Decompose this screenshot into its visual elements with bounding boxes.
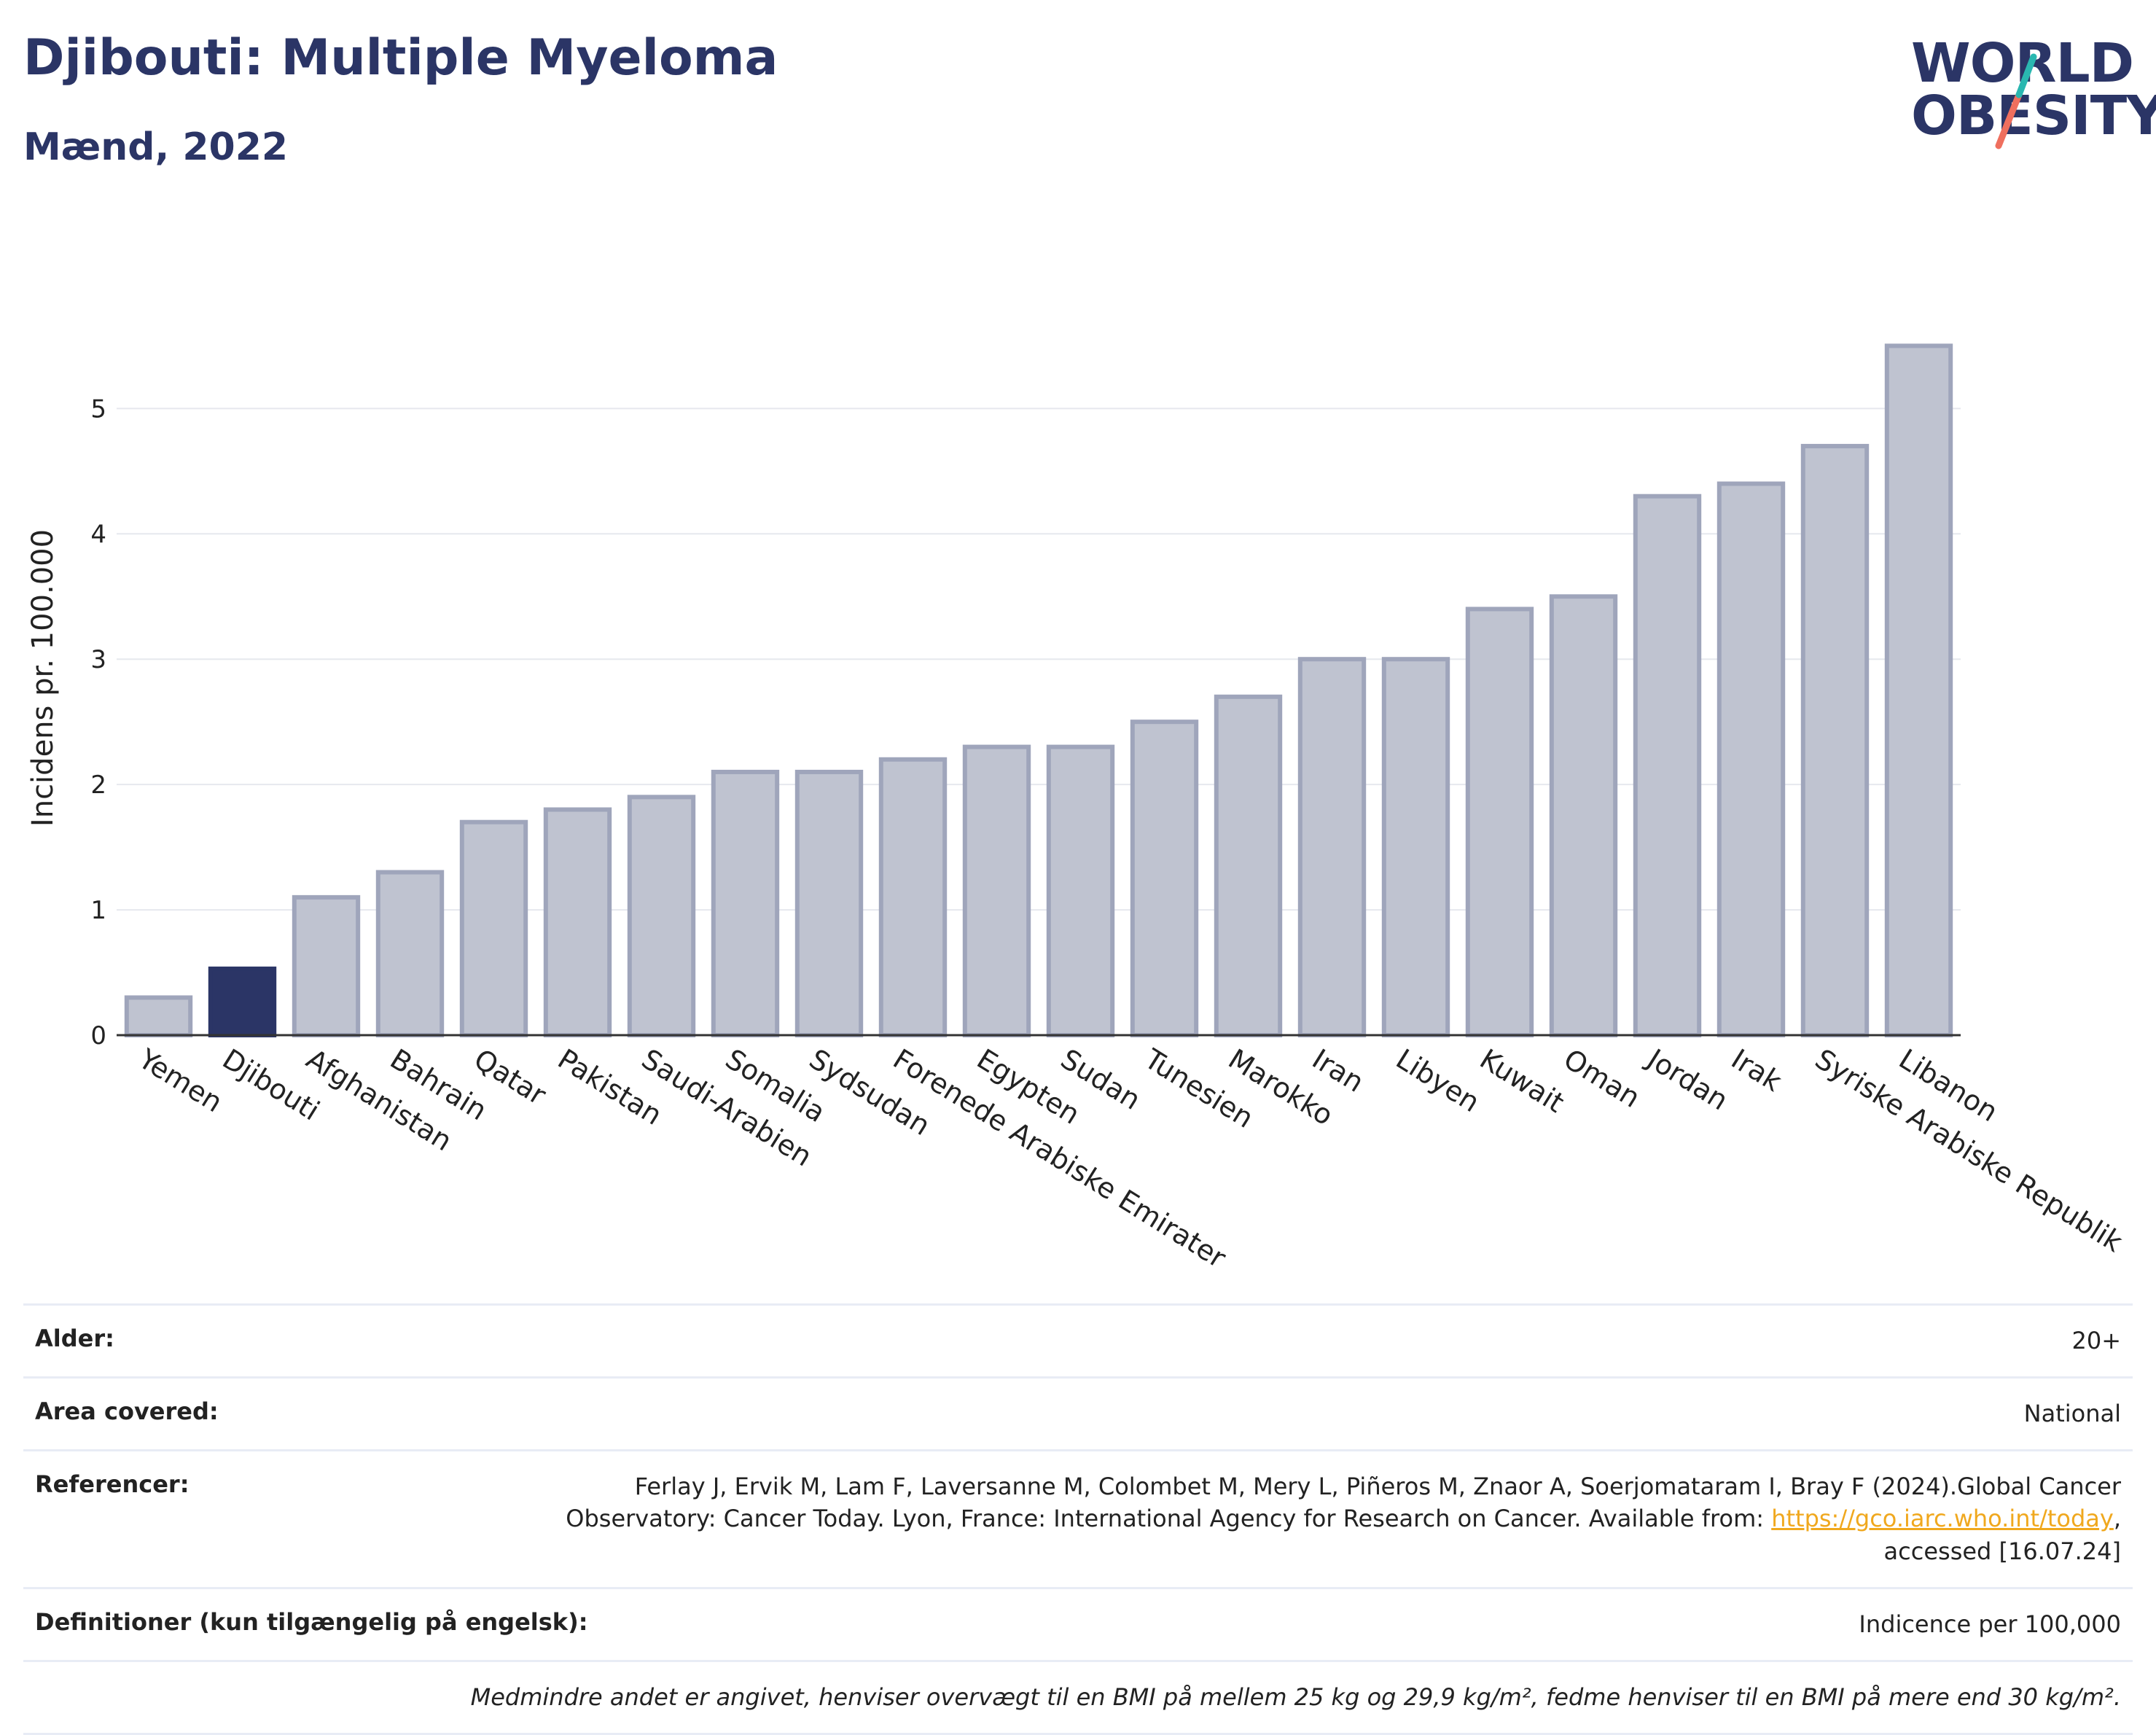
x-tick-label: Yemen bbox=[133, 1042, 228, 1119]
meta-row-area: Area covered: National bbox=[23, 1376, 2133, 1449]
bar-kuwait bbox=[1465, 607, 1534, 1037]
x-tick-label: Jordan bbox=[1641, 1042, 1734, 1116]
logo-slash-icon bbox=[1995, 53, 2037, 149]
bar-somalia bbox=[711, 769, 780, 1038]
page-title: Djibouti: Multiple Myeloma bbox=[23, 29, 778, 87]
bar-jordan bbox=[1633, 494, 1702, 1037]
y-axis-ticks: 0 1 2 3 4 5 bbox=[90, 394, 106, 1050]
world-obesity-logo: WORLD OBESITY bbox=[1895, 22, 2156, 153]
y-tick-label: 4 bbox=[90, 520, 106, 549]
bar-marokko bbox=[1214, 694, 1283, 1038]
y-tick-label: 1 bbox=[90, 896, 106, 925]
metadata-table: Alder: 20+ Area covered: National Refere… bbox=[23, 1303, 2133, 1735]
references-value: Ferlay J, Ervik M, Lam F, Laversanne M, … bbox=[566, 1470, 2121, 1568]
reference-line-1: Ferlay J, Ervik M, Lam F, Laversanne M, … bbox=[634, 1472, 2121, 1500]
chart-bars bbox=[124, 343, 1953, 1038]
x-tick-label: Oman bbox=[1558, 1042, 1646, 1114]
y-tick-label: 5 bbox=[90, 394, 106, 424]
meta-row-definitions: Definitioner (kun tilgængelig på engelsk… bbox=[23, 1586, 2133, 1660]
age-value: 20+ bbox=[2071, 1327, 2121, 1354]
meta-row-note: Medmindre andet er angivet, henviser ove… bbox=[23, 1659, 2133, 1735]
bar-forenede-arabiske-emirater bbox=[878, 757, 948, 1037]
references-label: Referencer: bbox=[35, 1470, 190, 1498]
reference-line-3: accessed [16.07.24] bbox=[1883, 1537, 2121, 1566]
bar-irak bbox=[1716, 481, 1786, 1037]
reference-link[interactable]: https://gco.iarc.who.int/today bbox=[1771, 1505, 2114, 1533]
y-axis-label: Incidens pr. 100.000 bbox=[26, 529, 60, 827]
bar-tunesien bbox=[1130, 720, 1199, 1037]
reference-line-2-end: , bbox=[2113, 1505, 2121, 1533]
x-tick-label: Kuwait bbox=[1475, 1042, 1570, 1119]
bar-bahrain bbox=[375, 870, 445, 1037]
meta-row-age: Alder: 20+ bbox=[23, 1303, 2133, 1376]
bar-oman bbox=[1549, 594, 1618, 1037]
bar-sydsudan bbox=[794, 769, 864, 1038]
x-tick-label: Libyen bbox=[1391, 1042, 1485, 1118]
reference-line-2: Observatory: Cancer Today. Lyon, France:… bbox=[566, 1502, 2121, 1535]
footnote-text: Medmindre andet er angivet, henviser ove… bbox=[470, 1683, 2121, 1711]
logo-line-2: OBESITY bbox=[1911, 85, 2156, 147]
x-tick-label: Syriske Arabiske Republik bbox=[1810, 1042, 2128, 1258]
definitions-value: Indicence per 100,000 bbox=[1859, 1610, 2121, 1638]
reference-line-2-text: Observatory: Cancer Today. Lyon, France:… bbox=[566, 1505, 1772, 1533]
page-subtitle: Mænd, 2022 bbox=[23, 125, 289, 169]
bar-libyen bbox=[1381, 657, 1450, 1037]
x-tick-label: Irak bbox=[1726, 1042, 1787, 1098]
definitions-label: Definitioner (kun tilgængelig på engelsk… bbox=[35, 1607, 588, 1636]
bar-syriske-arabiske-republik bbox=[1800, 443, 1870, 1037]
bar-yemen bbox=[124, 995, 193, 1037]
x-tick-label: Djibouti bbox=[217, 1042, 325, 1126]
area-label: Area covered: bbox=[35, 1397, 219, 1425]
y-tick-label: 0 bbox=[90, 1021, 106, 1050]
bar-saudi-arabien bbox=[627, 795, 696, 1037]
y-tick-label: 2 bbox=[90, 771, 106, 800]
bar-qatar bbox=[459, 819, 528, 1037]
bar-libanon bbox=[1884, 343, 1953, 1037]
bar-afghanistan bbox=[292, 894, 361, 1037]
bar-djibouti bbox=[208, 966, 277, 1038]
bar-iran bbox=[1297, 657, 1367, 1037]
area-value: National bbox=[2023, 1399, 2121, 1427]
meta-row-references: Referencer: Ferlay J, Ervik M, Lam F, La… bbox=[23, 1449, 2133, 1587]
bar-egypten bbox=[962, 744, 1031, 1037]
y-tick-label: 3 bbox=[90, 645, 106, 674]
bar-pakistan bbox=[543, 807, 612, 1037]
bar-sudan bbox=[1046, 744, 1115, 1037]
age-label: Alder: bbox=[35, 1325, 114, 1352]
bar-chart: 0 1 2 3 4 5 YemenDjiboutiAfghanistanBahrainQa… bbox=[26, 343, 2128, 1274]
